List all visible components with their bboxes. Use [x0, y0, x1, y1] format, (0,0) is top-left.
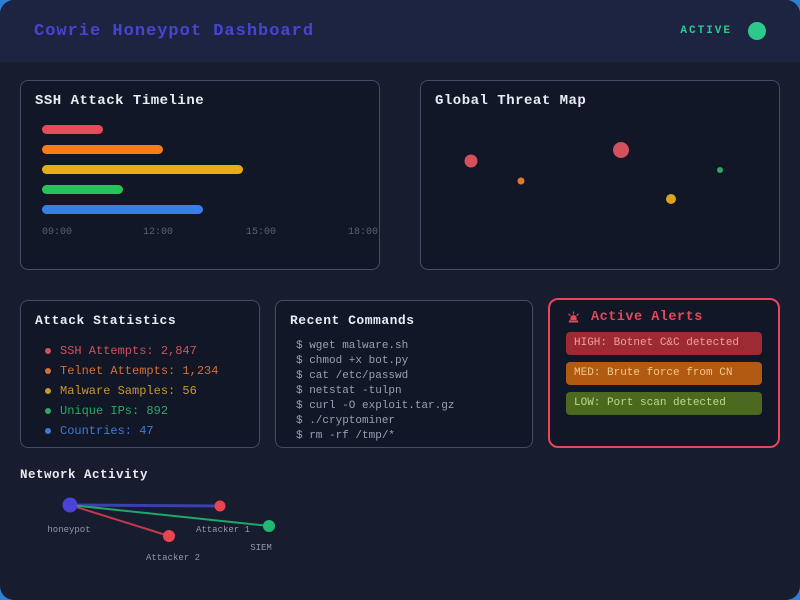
threat-dot-icon [717, 167, 723, 173]
stat-ssh-attempts: SSH Attempts: 2,847 [45, 341, 245, 361]
page-title: Cowrie Honeypot Dashboard [34, 21, 315, 41]
command-line: $ netstat -tulpn [296, 385, 402, 397]
network-edge [69, 504, 170, 537]
network-node-honeypot [62, 497, 78, 513]
timeline-tick-label: 15:00 [246, 227, 277, 238]
command-line: $ wget malware.sh [296, 340, 409, 352]
network-node-label: honeypot [47, 525, 90, 535]
alert-low: LOW: Port scan detected [566, 392, 762, 415]
network-node-attacker1 [214, 500, 226, 512]
command-list: $ wget malware.sh $ chmod +x bot.py $ ca… [290, 339, 518, 444]
timeline-panel-title: SSH Attack Timeline [35, 93, 205, 109]
stat-value: 2,847 [160, 344, 197, 358]
stat-bullet-icon [45, 388, 51, 394]
status-indicator: ACTIVE [680, 22, 766, 40]
middle-row: Attack Statistics SSH Attempts: 2,847 Te… [20, 298, 780, 448]
command-line: $ rm -rf /tmp/* [296, 430, 396, 442]
siren-icon [568, 311, 579, 323]
alerts-panel-title: Active Alerts [591, 310, 703, 325]
stat-countries: Countries: 47 [45, 421, 245, 441]
network-node-attacker2 [163, 530, 175, 542]
stat-label: Countries: [60, 424, 133, 438]
stat-bullet-icon [45, 348, 51, 354]
main-content: SSH Attack Timeline 09:00 12:00 15:00 18:00… [0, 62, 800, 576]
command-line: $ ./cryptominer [296, 415, 396, 427]
status-label: ACTIVE [680, 25, 732, 37]
status-dot-icon [748, 22, 766, 40]
command-line: $ chmod +x bot.py [296, 355, 409, 367]
timeline-chart: 09:00 12:00 15:00 18:00 [42, 125, 378, 247]
network-node-label: SIEM [250, 543, 272, 553]
stat-bullet-icon [45, 368, 51, 374]
stat-label: Malware Samples: [60, 384, 176, 398]
stat-malware-samples: Malware Samples: 56 [45, 381, 245, 401]
network-node-label: Attacker 1 [196, 525, 250, 535]
network-activity-section: Network Activity honeypot Attacker 1 Attac… [20, 468, 780, 576]
network-graph: honeypot Attacker 1 Attacker 2 SIEM [47, 497, 275, 563]
threat-dot-icon [464, 154, 478, 168]
timeline-bar [42, 125, 103, 134]
stats-panel-title: Attack Statistics [35, 313, 177, 328]
timeline-tick-label: 09:00 [42, 227, 73, 238]
command-line: $ cat /etc/passwd [296, 370, 409, 382]
stat-label: SSH Attempts: [60, 344, 154, 358]
active-alerts-panel: Active Alerts HIGH: Botnet C&C detected … [548, 298, 780, 448]
stat-label: Unique IPs: [60, 404, 140, 418]
threat-dot-icon [613, 142, 629, 158]
threat-dot-icon [666, 194, 676, 204]
stat-label: Telnet Attempts: [60, 364, 176, 378]
header: Cowrie Honeypot Dashboard ACTIVE [0, 0, 800, 62]
timeline-tick-label: 18:00 [348, 227, 379, 238]
top-row: SSH Attack Timeline 09:00 12:00 15:00 18:00… [20, 80, 780, 270]
stat-value: 1,234 [182, 364, 219, 378]
timeline-bar [42, 205, 203, 214]
alerts-title-row: Active Alerts [566, 310, 762, 325]
recent-commands-panel: Recent Commands $ wget malware.sh $ chmo… [275, 300, 533, 448]
timeline-tick-label: 12:00 [143, 227, 174, 238]
attack-statistics-panel: Attack Statistics SSH Attempts: 2,847 Te… [20, 300, 260, 448]
network-edge [69, 504, 270, 527]
alert-medium: MED: Brute force from CN [566, 362, 762, 385]
network-section-title: Network Activity [20, 468, 149, 482]
commands-panel-title: Recent Commands [290, 313, 415, 328]
network-node-siem [263, 520, 275, 532]
network-node-label: Attacker 2 [146, 553, 200, 563]
timeline-bar [42, 145, 163, 154]
timeline-bar [42, 165, 243, 174]
alert-high: HIGH: Botnet C&C detected [566, 332, 762, 355]
threat-dot-icon [517, 177, 525, 185]
network-edge [69, 503, 221, 508]
stat-list: SSH Attempts: 2,847 Telnet Attempts: 1,2… [35, 341, 245, 441]
stat-bullet-icon [45, 408, 51, 414]
stat-value: 892 [146, 404, 169, 418]
timeline-bar [42, 185, 123, 194]
command-line: $ curl -O exploit.tar.gz [296, 400, 455, 412]
stat-telnet-attempts: Telnet Attempts: 1,234 [45, 361, 245, 381]
global-threat-map-panel: Global Threat Map [420, 80, 780, 270]
threat-map-panel-title: Global Threat Map [435, 93, 587, 109]
ssh-attack-timeline-panel: SSH Attack Timeline 09:00 12:00 15:00 18:00 [20, 80, 380, 270]
stat-value: 47 [139, 424, 154, 438]
stat-bullet-icon [45, 428, 51, 434]
stat-unique-ips: Unique IPs: 892 [45, 401, 245, 421]
stat-value: 56 [182, 384, 197, 398]
